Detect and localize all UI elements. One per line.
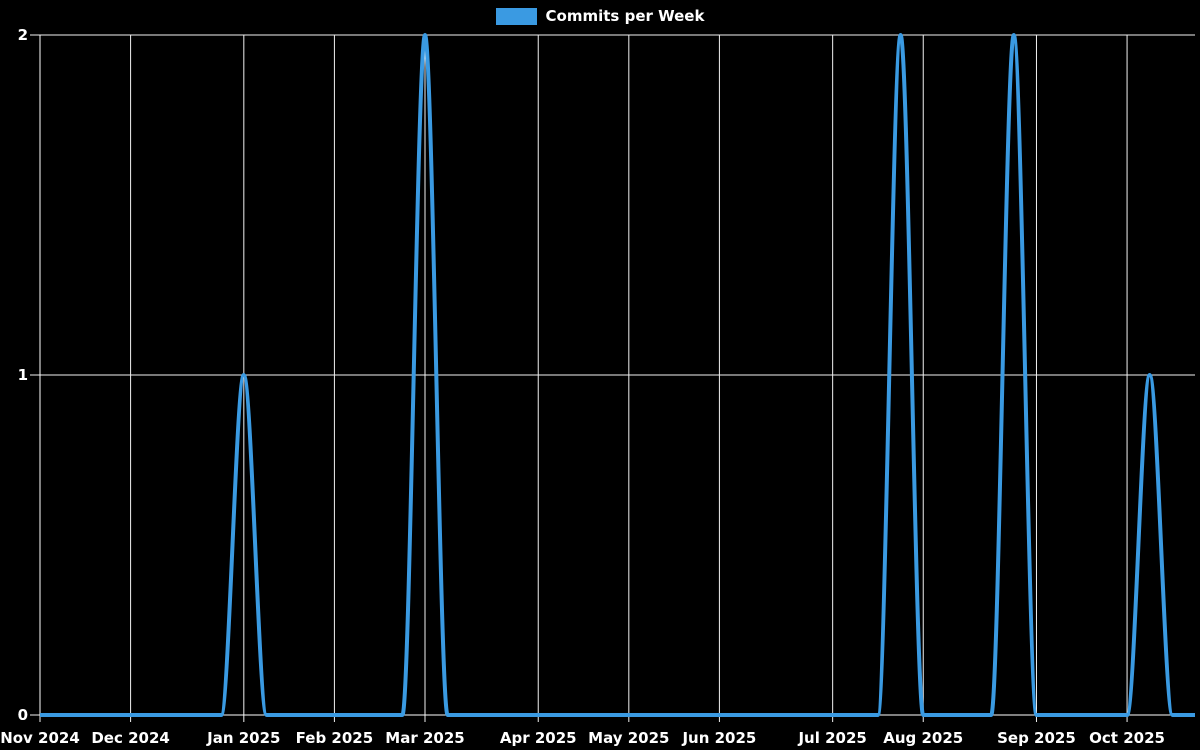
x-tick-label-sep-2025: Sep 2025 <box>997 729 1076 747</box>
x-tick-label-dec-2024: Dec 2024 <box>91 729 170 747</box>
x-tick-label-mar-2025: Mar 2025 <box>385 729 464 747</box>
legend-label: Commits per Week <box>545 7 705 25</box>
legend-swatch <box>495 8 537 25</box>
commits-line-series <box>40 33 1195 717</box>
y-tick-label-1: 1 <box>18 366 28 384</box>
x-tick-label-aug-2025: Aug 2025 <box>883 729 963 747</box>
y-tick-label-2: 2 <box>18 26 28 44</box>
x-tick-label-feb-2025: Feb 2025 <box>296 729 374 747</box>
x-tick-label-jul-2025: Jul 2025 <box>797 729 866 747</box>
chart-legend: Commits per Week <box>0 8 1200 25</box>
x-tick-label-jan-2025: Jan 2025 <box>206 729 280 747</box>
legend-item-commits[interactable]: Commits per Week <box>495 7 705 25</box>
x-tick-label-oct-2025: Oct 2025 <box>1089 729 1165 747</box>
x-tick-label-jun-2025: Jun 2025 <box>681 729 756 747</box>
y-tick-label-0: 0 <box>18 706 28 724</box>
x-tick-label-nov-2024: Nov 2024 <box>0 729 80 747</box>
x-tick-label-apr-2025: Apr 2025 <box>500 729 577 747</box>
x-tick-label-may-2025: May 2025 <box>588 729 669 747</box>
